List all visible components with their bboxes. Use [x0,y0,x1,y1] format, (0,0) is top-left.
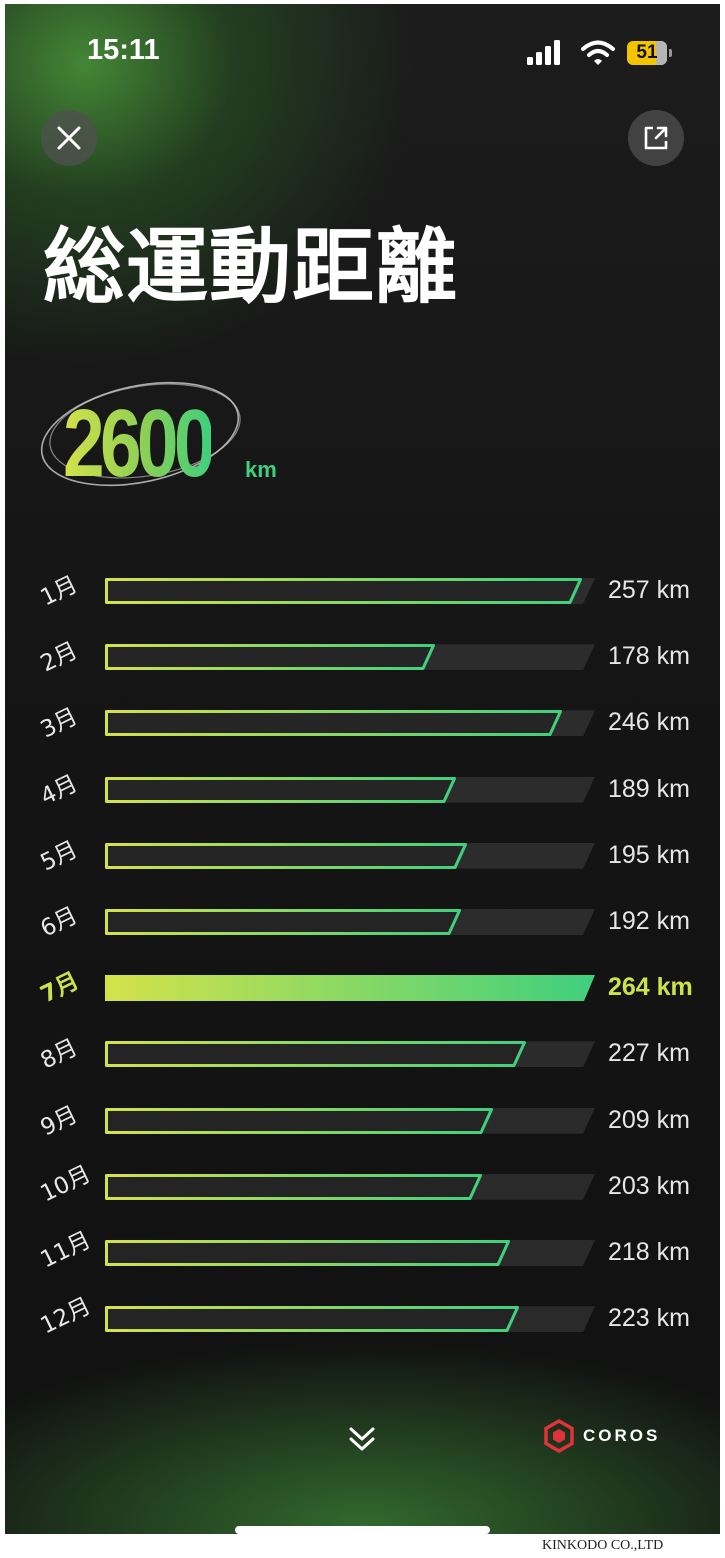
month-label: 11月 [36,1227,96,1274]
page-title: 総運動距離 [43,220,459,315]
total-distance: 2600 km [35,369,325,509]
month-label: 10月 [36,1160,96,1208]
value-label: 218 km [608,1238,690,1266]
wifi-icon [581,40,615,65]
value-label: 195 km [608,840,690,869]
circle-scribble-icon [40,381,241,487]
signal-icon [527,40,560,65]
share-button[interactable] [628,110,684,166]
month-label: 4月 [36,770,82,810]
status-icons: 51 [525,38,675,68]
value-label: 264 km [608,973,693,1002]
month-label: 9月 [36,1101,82,1141]
value-label: 178 km [608,642,690,671]
battery-icon: 51 [627,41,667,65]
month-label: 6月 [36,902,82,943]
share-icon [644,126,668,150]
brand-name: COROS [583,1426,661,1445]
month-label: 8月 [36,1034,82,1075]
bar [105,644,435,671]
screen: 15:11 51 総運動距離 [5,4,720,1534]
value-label: 227 km [608,1039,690,1068]
caption: KINKODO CO.,LTD [542,1538,664,1553]
month-label: 3月 [36,703,82,744]
bar [105,1240,510,1266]
bar [105,975,595,1002]
value-label: 209 km [608,1105,690,1134]
bar [105,1306,519,1333]
home-indicator[interactable] [235,1526,490,1534]
battery-level: 51 [636,42,658,63]
bar [105,909,461,935]
value-label: 257 km [608,576,690,604]
status-time: 15:11 [87,34,160,66]
month-label: 2月 [36,637,82,678]
value-label: 192 km [608,907,690,935]
coros-hexagon-icon [544,1419,574,1453]
close-icon [57,126,81,150]
value-label: 189 km [608,774,690,803]
total-unit: km [245,457,277,482]
bar [105,1041,526,1068]
total-value: 2600 [63,390,216,497]
bar [105,578,582,604]
chevron-double-down-icon [349,1427,375,1451]
coros-logo: COROS [543,1418,683,1454]
month-label: 1月 [36,571,82,612]
month-label: 12月 [36,1293,96,1340]
bar [105,1107,493,1134]
close-button[interactable] [41,110,97,166]
bar [105,1173,482,1200]
bar [105,842,467,869]
value-label: 223 km [608,1304,690,1333]
bar [105,776,456,803]
month-label: 5月 [36,836,82,877]
value-label: 203 km [608,1171,690,1200]
bar [105,710,562,737]
value-label: 246 km [608,708,690,737]
month-label: 7月 [36,968,84,1009]
